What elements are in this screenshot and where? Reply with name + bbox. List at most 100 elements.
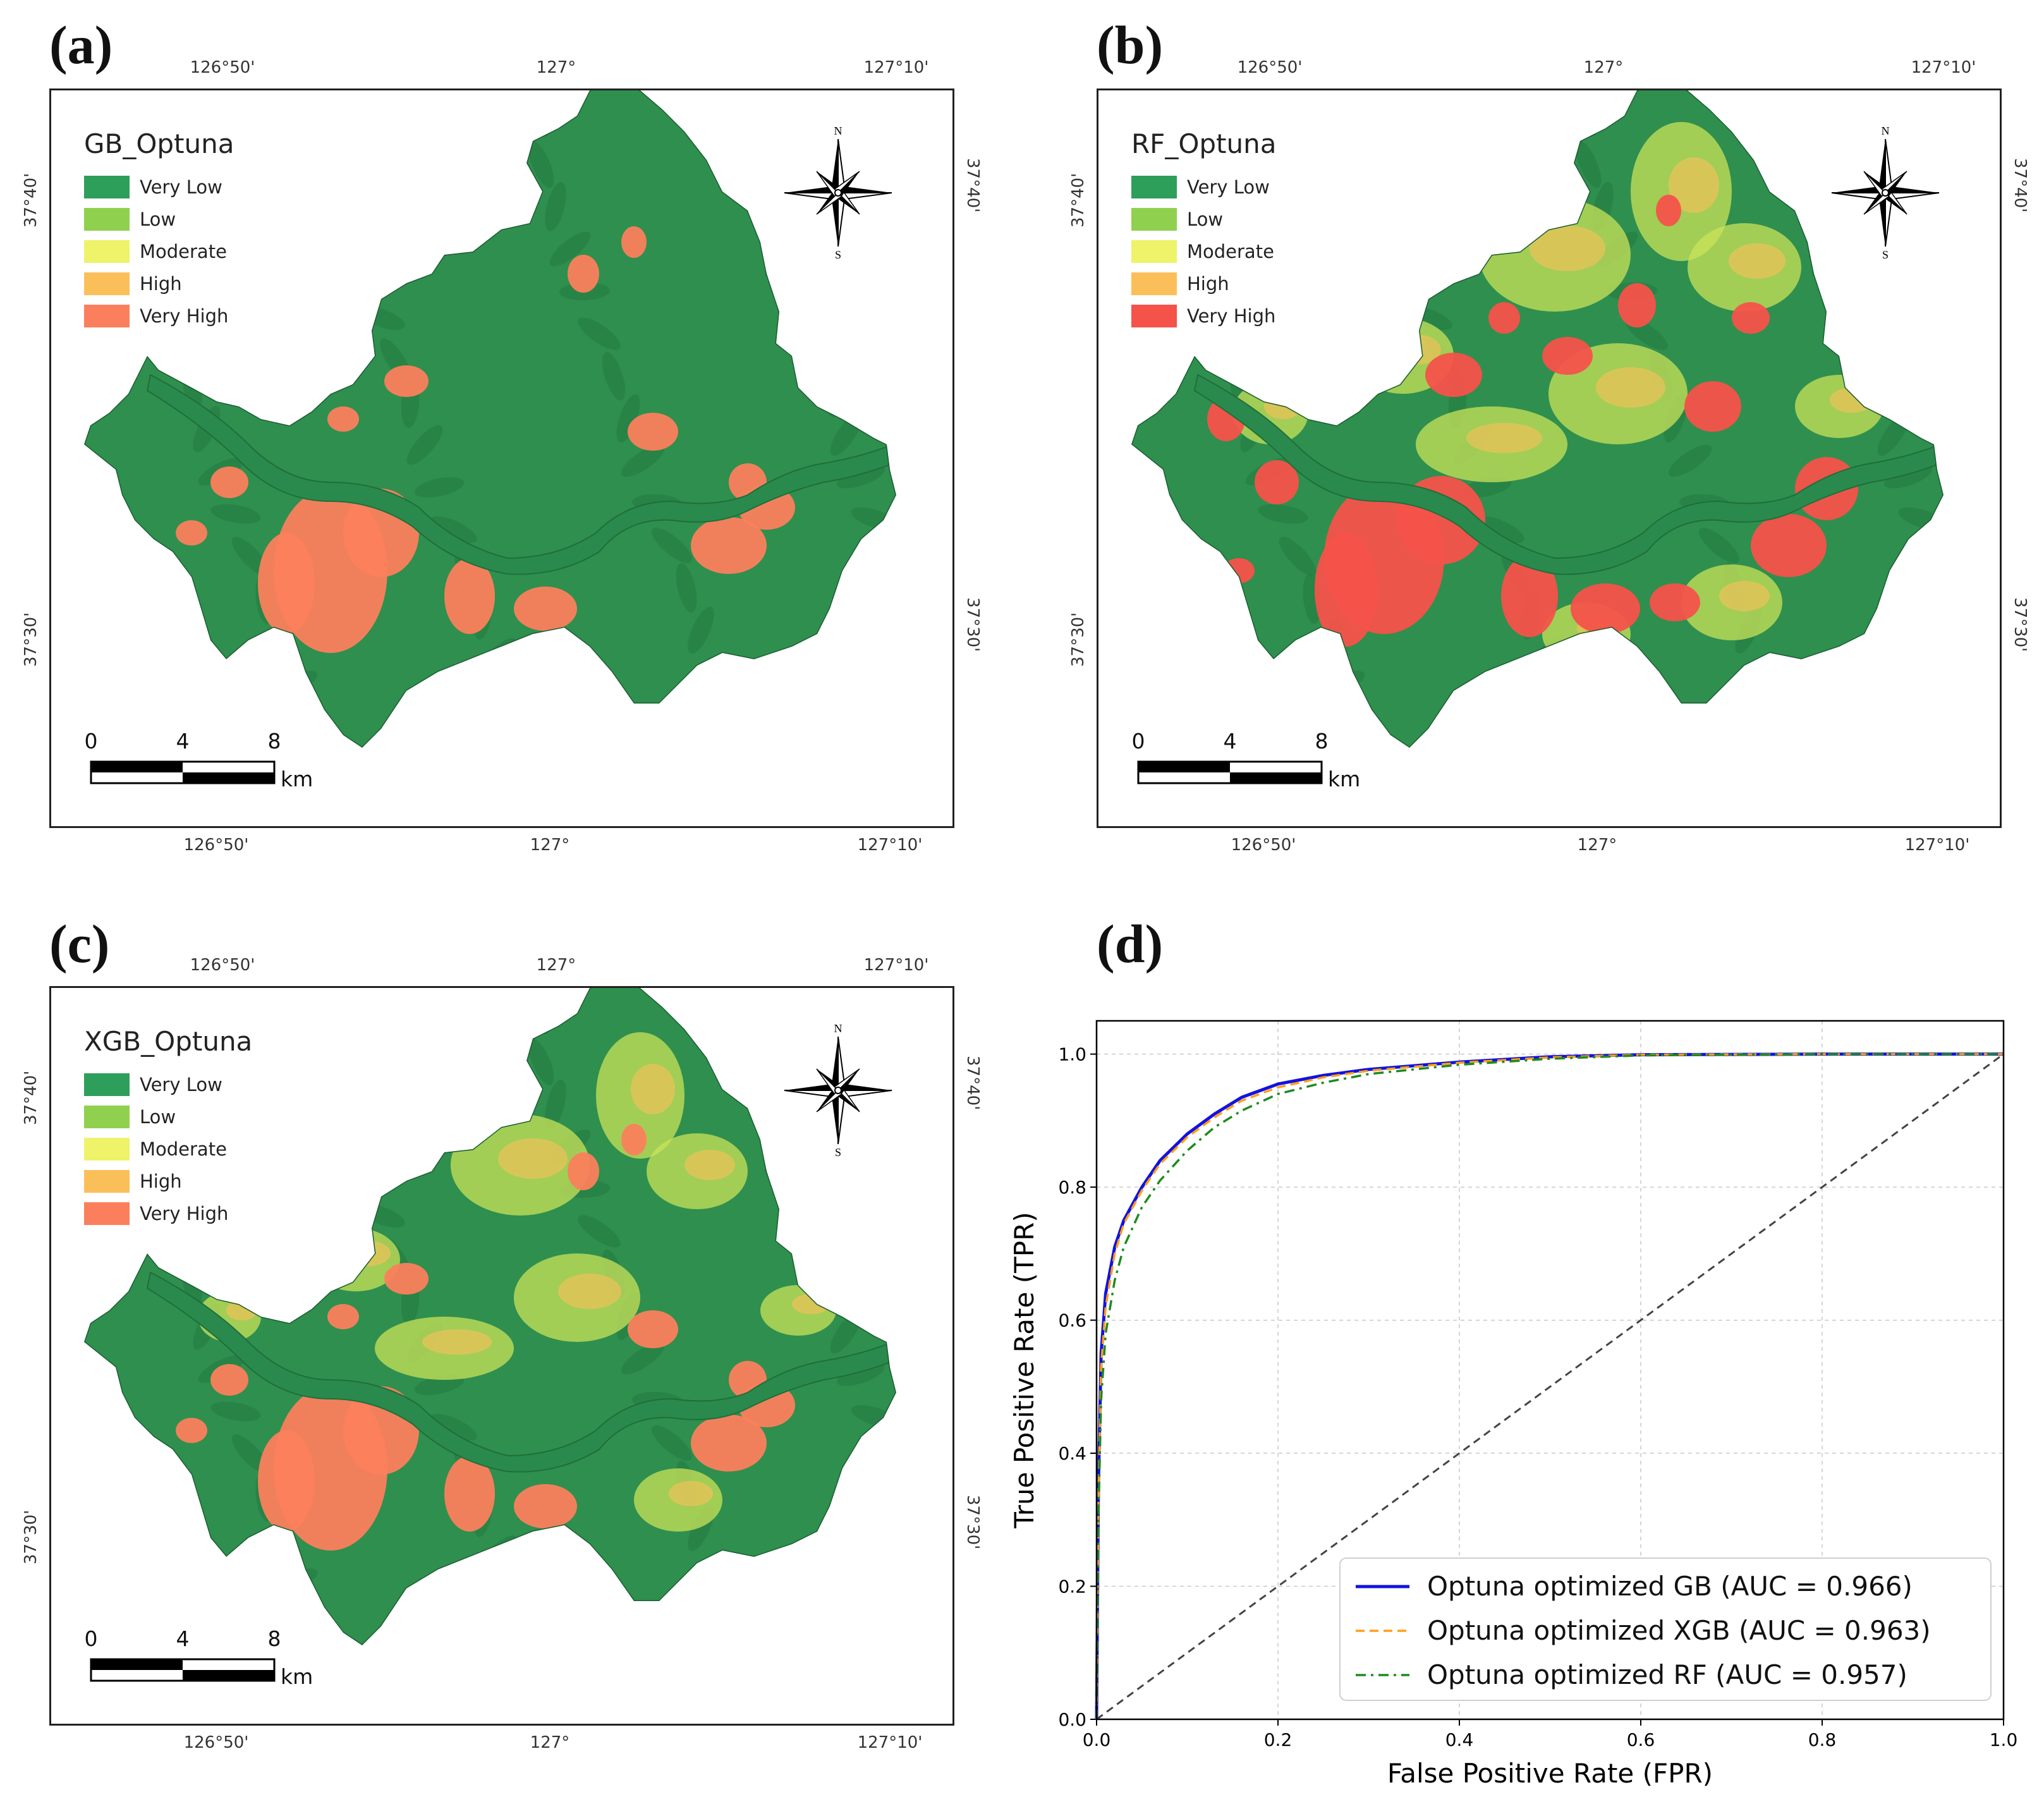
legend-label: Very Low <box>140 176 222 198</box>
scale-bar-label: 8 <box>1315 729 1329 753</box>
legend-series-label: Optuna optimized RF (AUC = 0.957) <box>1427 1659 1907 1690</box>
legend-label: Low <box>1187 208 1224 230</box>
lon-tick-bottom: 127°10' <box>857 1733 923 1752</box>
scale-bar-label: 4 <box>1223 729 1237 753</box>
legend-item: Low <box>84 1100 252 1133</box>
lon-tick-top: 126°50' <box>190 58 255 77</box>
lon-tick-top: 127° <box>536 58 576 77</box>
lat-tick-right: 37°30' <box>963 1495 982 1550</box>
legend-item: Very Low <box>1131 171 1277 203</box>
panel-label-b: (b) <box>1097 15 1164 75</box>
x-tick-label: 0.0 <box>1083 1729 1111 1750</box>
scale-bar-unit: km <box>1328 767 1361 791</box>
legend-label: Very High <box>140 1202 229 1224</box>
legend-title: XGB_Optuna <box>84 1026 253 1057</box>
legend-item: Low <box>84 203 234 235</box>
map-frame: XGB_Optuna Very Low Low Moderate High Very Hi… <box>49 986 954 1726</box>
legend-swatch <box>84 272 130 295</box>
x-axis-label: False Positive Rate (FPR) <box>1387 1758 1713 1789</box>
legend-series-label: Optuna optimized GB (AUC = 0.966) <box>1427 1571 1913 1602</box>
lon-tick-bottom: 126°50' <box>1231 836 1296 855</box>
map-legend: RF_Optuna Very Low Low Moderate High Very Hig… <box>1131 128 1277 332</box>
map-legend: GB_Optuna Very Low Low Moderate High Very Hig… <box>84 128 234 332</box>
scale-bar-label: 8 <box>267 1626 281 1651</box>
legend-label: Very High <box>1187 305 1276 327</box>
lon-tick-top: 127°10' <box>1911 58 1976 77</box>
lon-tick-bottom: 126°50' <box>183 1733 249 1752</box>
x-tick-label: 0.8 <box>1808 1729 1837 1750</box>
compass-rose-icon: NSEW <box>765 1020 907 1159</box>
legend-label: High <box>140 1170 182 1192</box>
legend-swatch <box>84 1202 130 1225</box>
x-tick-label: 1.0 <box>1990 1729 2018 1750</box>
roc-chart: 0.0 0.2 0.4 0.6 0.8 1.0 0.0 0.2 0.4 0.6 0.8 1.0 Fals… <box>986 977 2044 1801</box>
legend-label: Low <box>140 1106 176 1128</box>
legend-item: Moderate <box>1131 235 1277 267</box>
map-frame: RF_Optuna Very Low Low Moderate High Very Hig… <box>1097 88 2002 828</box>
legend-swatch <box>1131 240 1177 263</box>
legend-label: Very Low <box>140 1073 222 1095</box>
y-tick-label: 0.6 <box>1058 1310 1086 1331</box>
legend-item: High <box>1131 267 1277 300</box>
scale-bar: 0 4 8 km <box>1132 729 1388 798</box>
legend-swatch <box>1131 272 1177 295</box>
lon-tick-bottom: 127°10' <box>857 836 923 855</box>
lat-tick-left: 37°30' <box>21 1509 40 1564</box>
legend-swatch <box>84 1169 130 1193</box>
y-tick-label: 0.4 <box>1058 1443 1086 1464</box>
chance-diagonal-line <box>1096 1053 2004 1721</box>
legend-label: Low <box>140 208 176 230</box>
lat-tick-right: 37°40' <box>2011 158 2029 213</box>
lat-tick-right: 37°40' <box>963 158 982 213</box>
susceptibility-map <box>1131 90 1944 748</box>
legend-label: High <box>140 272 182 295</box>
compass-s-label: S <box>835 248 841 261</box>
lat-tick-right: 37°30' <box>2011 597 2029 652</box>
legend-swatch <box>84 1105 130 1128</box>
legend-label: Very Low <box>1187 176 1270 198</box>
scale-bar-unit: km <box>281 1664 313 1689</box>
scale-bar-label: 0 <box>84 1626 98 1651</box>
scale-bar-label: 0 <box>84 729 98 753</box>
scale-bar: 0 4 8 km <box>84 1626 341 1696</box>
compass-n-label: N <box>834 1022 843 1035</box>
lon-tick-bottom: 127°10' <box>1904 836 1970 855</box>
legend-item: High <box>84 267 234 300</box>
legend-swatch <box>1131 207 1177 231</box>
map-frame: GB_Optuna Very Low Low Moderate High Very Hig… <box>49 88 954 828</box>
legend-item: Very High <box>84 1197 252 1229</box>
legend-swatch <box>84 304 130 327</box>
map-legend: XGB_Optuna Very Low Low Moderate High Very Hi… <box>84 1026 252 1229</box>
compass-n-label: N <box>834 125 843 137</box>
scale-bar-label: 8 <box>267 729 281 753</box>
compass-n-label: N <box>1882 125 1890 137</box>
legend-swatch <box>1131 175 1177 198</box>
roc-svg: 0.0 0.2 0.4 0.6 0.8 1.0 0.0 0.2 0.4 0.6 0.8 1.0 Fals… <box>1009 1020 2018 1789</box>
roc-series-line <box>1095 1052 2004 1720</box>
panel-label-c: (c) <box>49 913 110 974</box>
lon-tick-top: 127° <box>536 956 576 975</box>
map-panel-a: GB_Optuna Very Low Low Moderate High Very Hig… <box>0 0 1022 885</box>
lat-tick-left: 37°40' <box>21 173 40 228</box>
legend-title: GB_Optuna <box>84 128 234 159</box>
lon-tick-bottom: 126°50' <box>183 836 249 855</box>
legend-label: High <box>1187 272 1229 295</box>
map-panel-b: RF_Optuna Very Low Low Moderate High Very Hig… <box>1047 0 2044 885</box>
y-tick-label: 1.0 <box>1058 1044 1086 1065</box>
legend-item: Very Low <box>84 171 234 203</box>
compass-rose-icon: NSEW <box>1813 122 1954 261</box>
legend-item: Very High <box>84 300 234 332</box>
map-panel-c: XGB_Optuna Very Low Low Moderate High Very Hi… <box>0 898 1022 1783</box>
panel-label-a: (a) <box>49 15 113 75</box>
lon-tick-top: 127° <box>1583 58 1624 77</box>
chart-legend <box>1339 1557 1992 1701</box>
compass-rose-icon: NSEW <box>765 122 907 261</box>
roc-series-line <box>1095 1052 2004 1720</box>
lon-tick-bottom: 127° <box>530 1733 570 1752</box>
legend-swatch <box>1131 304 1177 327</box>
legend-swatch <box>84 207 130 231</box>
x-tick-label: 0.4 <box>1445 1729 1474 1750</box>
y-axis-label: True Positive Rate (TPR) <box>1009 1212 1040 1528</box>
legend-series-label: Optuna optimized XGB (AUC = 0.963) <box>1427 1615 1931 1646</box>
legend-label: Moderate <box>140 1138 227 1160</box>
